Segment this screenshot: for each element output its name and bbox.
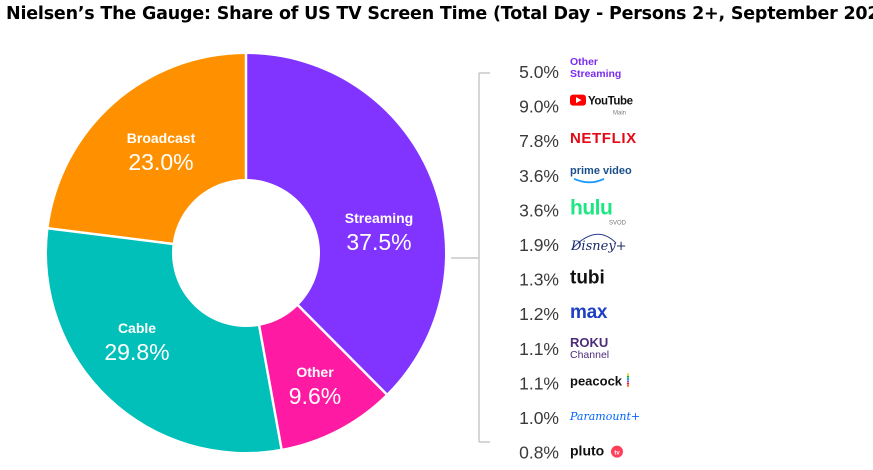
youtube-sub: Main: [613, 111, 626, 117]
slice-cable: [47, 228, 282, 452]
prime-video-logo: prime video: [570, 165, 632, 184]
peacock-dot: [626, 373, 630, 376]
chart-title: Nielsen’s The Gauge: Share of US TV Scre…: [6, 4, 873, 24]
slice-value-broadcast: 23.0%: [128, 149, 193, 175]
breakdown-value: 1.2%: [519, 304, 559, 324]
breakdown-value: 1.9%: [519, 235, 559, 255]
breakdown-value: 1.3%: [519, 270, 559, 290]
hulu-sub: SVOD: [609, 220, 627, 226]
breakdown-value: 9.0%: [519, 97, 559, 117]
breakdown-row-pluto-tv: 0.8% pluto tv: [519, 443, 623, 463]
peacock-dot: [626, 384, 630, 387]
breakdown-row-tubi: 1.3% tubi: [519, 268, 605, 290]
roku-sub: Channel: [570, 349, 609, 361]
paramount-plus-logo: Paramount+: [569, 410, 640, 423]
peacock-dot: [626, 380, 630, 383]
breakdown-row-peacock: 1.1% peacock: [519, 373, 630, 393]
max-logo: max: [570, 302, 608, 323]
other-streaming-line2: Streaming: [570, 68, 621, 80]
slice-separator: [257, 324, 283, 451]
breakdown-row-netflix: 7.8% NETFLIX: [519, 130, 637, 151]
max-wordmark: max: [570, 302, 608, 323]
breakdown-row-max: 1.2% max: [519, 302, 608, 324]
slice-other: [259, 305, 387, 449]
disney-plus-wordmark: Disney+: [570, 239, 627, 254]
slice-value-cable: 29.8%: [104, 339, 169, 365]
breakdown-value: 5.0%: [519, 62, 559, 82]
slice-value-other: 9.6%: [289, 383, 341, 409]
disney-arc: [571, 233, 617, 250]
breakdown-value: 1.0%: [519, 408, 559, 428]
peacock-wordmark: peacock: [570, 373, 623, 388]
netflix-logo: NETFLIX: [570, 130, 637, 147]
other-streaming-line1: Other: [570, 56, 598, 68]
peacock-dot: [626, 382, 630, 385]
slice-separator: [47, 226, 174, 246]
breakdown-row-paramount-plus: 1.0% Paramount+: [519, 408, 640, 428]
youtube-triangle: [576, 97, 582, 104]
prime-smile-icon: [573, 177, 605, 184]
pluto-tv-logo: pluto tv: [570, 443, 623, 459]
slice-streaming: [246, 54, 445, 395]
slice-broadcast: [48, 54, 247, 244]
youtube-wordmark: YouTube: [588, 96, 633, 108]
breakdown-row-disney-plus: 1.9% Disney+: [519, 233, 627, 255]
breakdown-value: 0.8%: [519, 443, 559, 463]
peacock-dot: [626, 377, 630, 381]
paramount-plus-wordmark: Paramount+: [569, 410, 640, 423]
breakdown-value: 7.8%: [519, 131, 559, 151]
slice-label-broadcast: Broadcast: [127, 130, 196, 146]
tubi-wordmark: tubi: [570, 268, 605, 289]
prime-video-wordmark: prime video: [570, 165, 632, 177]
slice-label-cable: Cable: [118, 320, 156, 336]
hulu-wordmark: hulu: [570, 196, 612, 219]
pluto-tv-icon-text: tv: [614, 451, 620, 457]
pluto-wordmark: pluto: [570, 443, 604, 459]
slice-value-streaming: 37.5%: [346, 229, 411, 255]
breakdown-value: 3.6%: [519, 166, 559, 186]
breakdown-value: 3.6%: [519, 200, 559, 220]
breakdown-value: 1.1%: [519, 339, 559, 359]
breakdown-row-youtube: 9.0% YouTube Main: [519, 94, 633, 117]
youtube-logo: YouTube Main: [570, 94, 633, 117]
roku-wordmark: ROKU: [570, 335, 608, 350]
donut-chart: Streaming 37.5% Other 9.6% Cable 29.8% Broadca…: [47, 53, 445, 452]
disney-plus-logo: Disney+: [570, 233, 627, 254]
slice-label-other: Other: [296, 364, 334, 380]
streaming-bracket: [451, 72, 490, 443]
peacock-dot: [626, 375, 630, 378]
netflix-wordmark: NETFLIX: [570, 130, 637, 147]
tubi-logo: tubi: [570, 268, 605, 289]
slice-label-streaming: Streaming: [345, 210, 413, 226]
peacock-logo: peacock: [570, 373, 630, 388]
breakdown-value: 1.1%: [519, 373, 559, 393]
pluto-tv-icon: [611, 445, 623, 458]
breakdown-row-prime-video: 3.6% prime video: [519, 165, 632, 186]
slice-separator: [296, 303, 388, 396]
